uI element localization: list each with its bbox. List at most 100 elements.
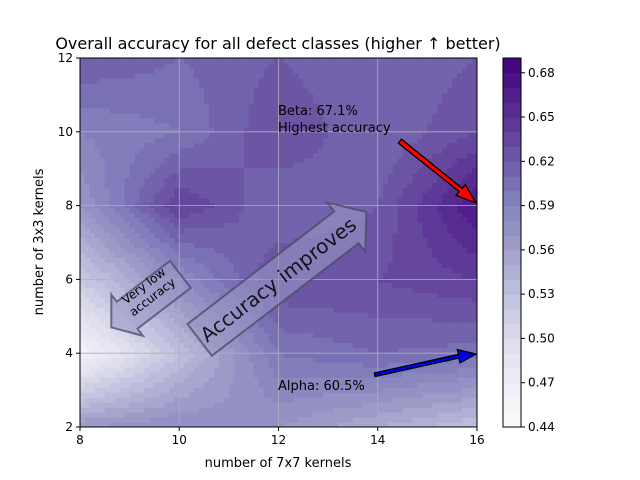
contour-cell (218, 82, 225, 89)
contour-cell (362, 132, 369, 139)
contour-cell (238, 137, 245, 144)
contour-cell (104, 417, 111, 423)
contour-cell (328, 197, 334, 204)
contour-cell (164, 372, 170, 378)
contour-cell (248, 222, 255, 229)
contour-cell (184, 112, 190, 119)
contour-cell (253, 77, 260, 84)
contour-cell (243, 192, 250, 199)
contour-cell (80, 222, 86, 229)
contour-cell (338, 417, 344, 423)
contour-cell (338, 142, 344, 149)
contour-cell (179, 322, 185, 328)
contour-cell (139, 137, 146, 144)
contour-cell (338, 152, 344, 159)
contour-cell (328, 92, 334, 99)
contour-cell (238, 87, 245, 94)
contour-cell (159, 97, 165, 104)
contour-cell (174, 112, 180, 119)
contour-cell (253, 137, 260, 144)
contour-cell (318, 277, 324, 283)
contour-cell (323, 332, 329, 338)
contour-cell (149, 162, 156, 169)
contour-cell (99, 197, 106, 204)
contour-cell (99, 422, 106, 427)
contour-cell (402, 412, 409, 418)
contour-cell (164, 402, 170, 408)
contour-cell (99, 222, 106, 229)
contour-cell (362, 257, 369, 264)
contour-cell (104, 337, 111, 343)
contour-cell (278, 422, 285, 427)
contour-cell (209, 172, 215, 179)
contour-cell (159, 172, 165, 179)
contour-cell (357, 92, 364, 99)
contour-cell (273, 397, 280, 403)
contour-cell (179, 262, 185, 269)
contour-cell (357, 357, 364, 363)
contour-cell (367, 157, 374, 164)
contour-cell (382, 247, 389, 254)
contour-cell (313, 117, 319, 124)
contour-cell (278, 347, 285, 353)
contour-cell (89, 337, 96, 343)
contour-cell (164, 252, 170, 259)
contour-cell (318, 107, 324, 114)
contour-cell (154, 127, 160, 134)
contour-cell (338, 302, 344, 308)
contour-cell (387, 282, 394, 288)
contour-cell (84, 267, 91, 274)
contour-cell (194, 257, 200, 264)
contour-cell (204, 212, 210, 219)
contour-cell (288, 347, 294, 353)
contour-cell (209, 102, 215, 109)
contour-cell (223, 222, 230, 229)
contour-cell (104, 302, 111, 308)
contour-cell (94, 422, 101, 427)
contour-cell (159, 217, 165, 224)
contour-cell (184, 242, 190, 249)
contour-cell (372, 422, 379, 427)
contour-cell (94, 347, 101, 353)
contour-cell (372, 322, 379, 328)
contour-cell (313, 347, 319, 353)
contour-cell (243, 337, 250, 343)
contour-cell (184, 237, 190, 244)
contour-cell (392, 58, 399, 64)
contour-cell (134, 77, 141, 84)
contour-cell (258, 372, 265, 378)
contour-cell (80, 107, 86, 114)
contour-cell (184, 352, 190, 358)
contour-cell (99, 417, 106, 423)
contour-cell (228, 232, 235, 239)
contour-cell (174, 127, 180, 134)
contour-cell (104, 157, 111, 164)
contour-cell (377, 127, 384, 134)
contour-cell (144, 337, 151, 343)
contour-cell (104, 272, 111, 279)
contour-cell (184, 412, 190, 418)
contour-cell (124, 257, 131, 264)
contour-cell (293, 222, 299, 229)
contour-cell (387, 287, 394, 293)
contour-cell (362, 72, 369, 79)
contour-cell (243, 352, 250, 358)
contour-cell (149, 317, 156, 323)
contour-cell (387, 397, 394, 403)
contour-cell (104, 192, 111, 199)
contour-cell (382, 262, 389, 269)
contour-cell (209, 197, 215, 204)
contour-cell (303, 292, 309, 298)
contour-cell (99, 392, 106, 398)
contour-cell (243, 62, 250, 69)
contour-cell (109, 342, 116, 348)
contour-cell (169, 137, 175, 144)
contour-cell (209, 412, 215, 418)
contour-cell (313, 162, 319, 169)
contour-cell (382, 407, 389, 413)
contour-cell (263, 247, 270, 254)
contour-cell (109, 197, 116, 204)
contour-cell (407, 307, 414, 313)
contour-cell (288, 367, 294, 373)
contour-cell (213, 58, 220, 64)
